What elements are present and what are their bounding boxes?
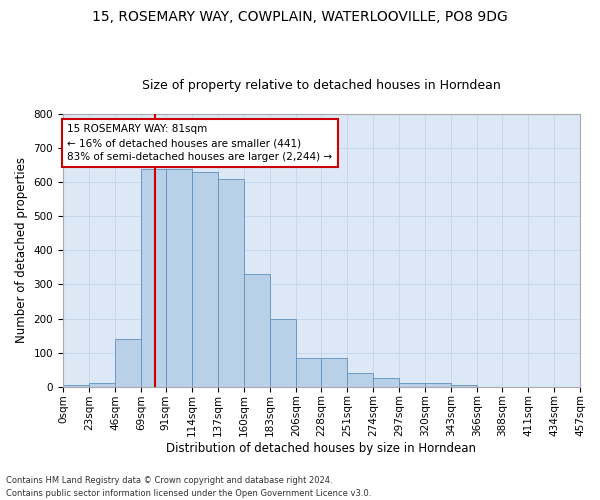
Text: Contains HM Land Registry data © Crown copyright and database right 2024.
Contai: Contains HM Land Registry data © Crown c… <box>6 476 371 498</box>
X-axis label: Distribution of detached houses by size in Horndean: Distribution of detached houses by size … <box>166 442 476 455</box>
Bar <box>141 169 166 386</box>
Bar <box>270 318 296 386</box>
Bar <box>115 339 141 386</box>
Bar <box>399 384 425 386</box>
Bar <box>347 373 373 386</box>
Bar <box>580 385 600 386</box>
Bar <box>373 378 399 386</box>
Bar <box>425 384 451 386</box>
Bar <box>321 358 347 386</box>
Text: 15 ROSEMARY WAY: 81sqm
← 16% of detached houses are smaller (441)
83% of semi-de: 15 ROSEMARY WAY: 81sqm ← 16% of detached… <box>67 124 332 162</box>
Bar <box>451 385 477 386</box>
Bar <box>244 274 270 386</box>
Bar <box>166 169 192 386</box>
Text: 15, ROSEMARY WAY, COWPLAIN, WATERLOOVILLE, PO8 9DG: 15, ROSEMARY WAY, COWPLAIN, WATERLOOVILL… <box>92 10 508 24</box>
Bar <box>89 384 115 386</box>
Bar <box>63 385 89 386</box>
Bar <box>192 172 218 386</box>
Bar <box>296 358 321 386</box>
Bar <box>218 179 244 386</box>
Title: Size of property relative to detached houses in Horndean: Size of property relative to detached ho… <box>142 79 501 92</box>
Y-axis label: Number of detached properties: Number of detached properties <box>15 158 28 344</box>
